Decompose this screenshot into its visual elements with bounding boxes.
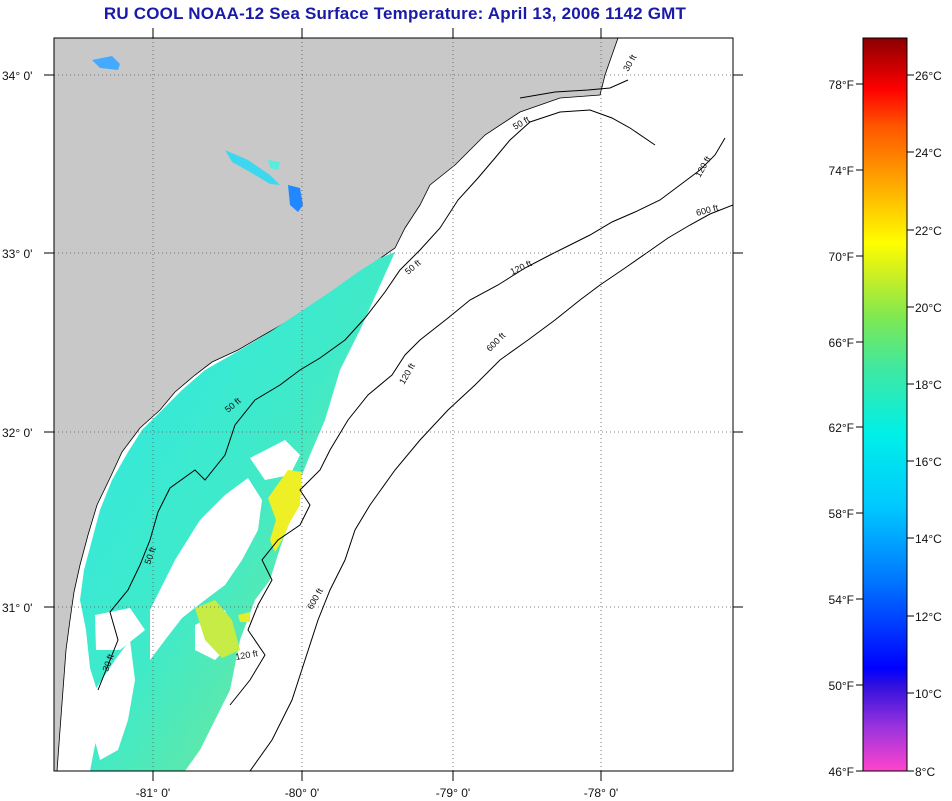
fahrenheit-tick-label: 66°F (829, 336, 854, 350)
inland-lake (92, 56, 120, 70)
celsius-tick-label: 12°C (915, 610, 942, 624)
fahrenheit-tick-label: 74°F (829, 164, 854, 178)
inland-lake (268, 160, 280, 170)
fahrenheit-tick-label: 58°F (829, 507, 854, 521)
celsius-tick-label: 10°C (915, 687, 942, 701)
sst-warm-patch (268, 470, 302, 552)
celsius-tick-label: 18°C (915, 378, 942, 392)
contour-label: 120 ft (235, 648, 259, 662)
fahrenheit-tick-label: 78°F (829, 78, 854, 92)
contour-120ft (229, 137, 726, 706)
lon-label: -81° 0' (136, 786, 170, 800)
contour-50ft (97, 109, 656, 691)
cloud-gap (95, 608, 145, 650)
lat-label: 32° 0' (2, 426, 32, 440)
fahrenheit-tick-label: 50°F (829, 679, 854, 693)
inland-lake (225, 150, 280, 185)
celsius-tick-label: 26°C (915, 69, 942, 83)
contour-30ft (519, 79, 629, 99)
lat-label: 33° 0' (2, 247, 32, 261)
fahrenheit-tick-label: 46°F (829, 765, 854, 779)
celsius-tick-label: 16°C (915, 455, 942, 469)
cloud-gap (150, 478, 262, 660)
celsius-tick-label: 14°C (915, 532, 942, 546)
lon-label: -78° 0' (584, 786, 618, 800)
colorbar-ticks (856, 74, 914, 772)
fahrenheit-tick-label: 62°F (829, 421, 854, 435)
lat-label: 31° 0' (2, 601, 32, 615)
celsius-tick-label: 20°C (915, 301, 942, 315)
celsius-tick-label: 24°C (915, 146, 942, 160)
sst-warm-patch (238, 612, 250, 622)
inland-lake (288, 185, 303, 212)
cloud-gap (250, 440, 300, 480)
axis-ticks (44, 28, 743, 781)
fahrenheit-tick-label: 54°F (829, 593, 854, 607)
cloud-gap (92, 640, 135, 760)
celsius-tick-label: 22°C (915, 224, 942, 238)
fahrenheit-tick-label: 70°F (829, 250, 854, 264)
sst-warm-patch (195, 600, 240, 658)
celsius-tick-label: 8°C (915, 765, 935, 779)
land-mass (54, 38, 619, 771)
map-title: RU COOL NOAA-12 Sea Surface Temperature:… (103, 4, 687, 23)
lon-label: -80° 0' (285, 786, 319, 800)
map-frame (53, 37, 734, 772)
temperature-colorbar (862, 37, 908, 772)
map-plot-area: 50 ft 50 ft 50 ft 50 ft 120 ft 120 ft 12… (54, 38, 733, 771)
contour-600ft (249, 204, 733, 771)
lat-label: 34° 0' (2, 69, 32, 83)
lon-label: -79° 0' (436, 786, 470, 800)
